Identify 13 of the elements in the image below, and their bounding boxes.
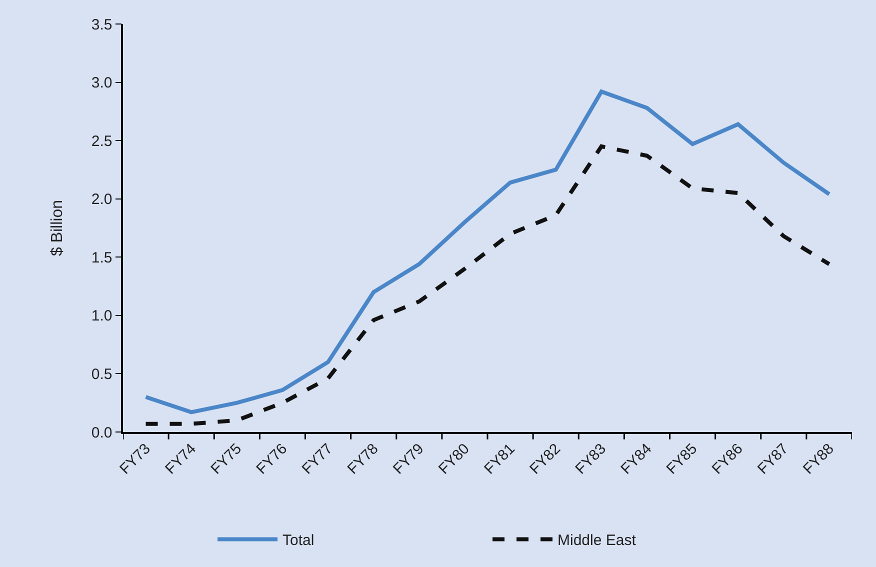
y-tick-label: 0.0 (91, 424, 112, 442)
line-series (144, 144, 832, 426)
y-tick-label: 3.0 (91, 74, 112, 92)
y-tick-label: 2.5 (91, 132, 112, 150)
y-tick-label: 0.5 (91, 366, 112, 383)
y-tick-label: 1.5 (91, 249, 112, 266)
legend-label: Middle East (558, 532, 637, 550)
y-tick-label: 1.0 (91, 308, 112, 325)
y-tick-label: 2.0 (91, 191, 112, 208)
y-tick-label: 3.5 (91, 16, 112, 34)
y-axis-title: $ Billion (48, 200, 66, 256)
line-series (144, 90, 832, 414)
legend-label: Total (282, 532, 314, 550)
